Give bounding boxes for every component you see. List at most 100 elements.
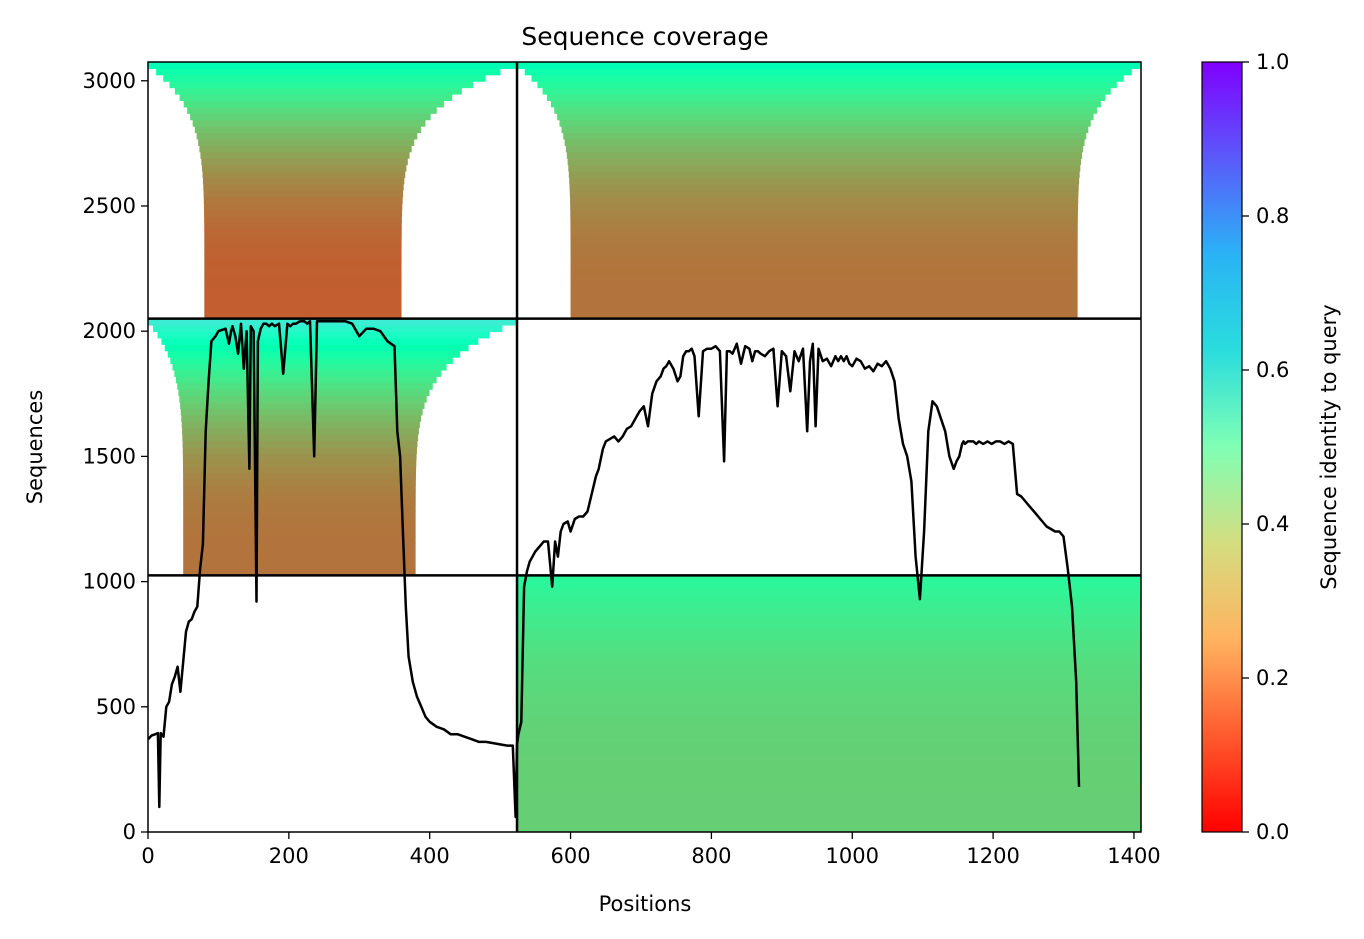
coverage-strip xyxy=(564,139,1085,146)
coverage-strip xyxy=(204,241,402,249)
coverage-strip xyxy=(204,248,402,255)
coverage-block xyxy=(517,62,1141,320)
colorbar-tick-label: 1.0 xyxy=(1256,50,1289,74)
coverage-strip xyxy=(175,376,437,384)
coverage-strip xyxy=(177,382,433,390)
coverage-strip xyxy=(181,421,420,429)
coverage-strip xyxy=(517,601,1141,608)
coverage-strip xyxy=(167,350,461,358)
coverage-strip xyxy=(204,312,402,320)
coverage-strip xyxy=(204,273,402,281)
coverage-strip xyxy=(182,447,417,454)
coverage-strip xyxy=(517,761,1141,769)
coverage-strip xyxy=(179,395,427,403)
x-tick-label: 1400 xyxy=(1107,844,1160,868)
coverage-strip xyxy=(182,434,419,442)
coverage-strip xyxy=(174,87,462,95)
coverage-strip xyxy=(517,697,1141,705)
coverage-strip xyxy=(517,62,1141,69)
coverage-strip xyxy=(178,389,430,397)
coverage-strip xyxy=(201,164,407,172)
coverage-block xyxy=(148,62,518,320)
x-tick-label: 800 xyxy=(691,844,731,868)
coverage-strip xyxy=(163,74,486,82)
coverage-strip xyxy=(183,511,416,519)
coverage-strip xyxy=(517,690,1141,698)
y-tick-label: 2500 xyxy=(83,194,136,218)
coverage-strip xyxy=(570,299,1078,307)
coverage-strip xyxy=(204,305,402,313)
coverage-strip xyxy=(517,787,1141,794)
coverage-strip xyxy=(570,267,1078,275)
coverage-strip xyxy=(517,652,1141,660)
coverage-strip xyxy=(180,408,423,416)
coverage-strip xyxy=(568,164,1081,172)
coverage-strip xyxy=(517,748,1141,756)
x-axis-ticks: 0 200 400 600 800 1000 1200 1400 xyxy=(141,832,1161,868)
coverage-strip xyxy=(517,620,1141,628)
x-tick-label: 400 xyxy=(410,844,450,868)
coverage-strip xyxy=(204,209,403,217)
coverage-strip xyxy=(183,549,416,557)
coverage-strip xyxy=(183,556,416,563)
coverage-strip xyxy=(569,190,1079,198)
coverage-strip xyxy=(196,132,418,140)
coverage-strip xyxy=(517,684,1141,692)
coverage-strip xyxy=(183,479,416,486)
coverage-strip xyxy=(183,536,416,544)
coverage-strip xyxy=(517,626,1141,634)
coverage-strip xyxy=(524,68,1132,76)
coverage-block xyxy=(517,575,1141,832)
coverage-strip xyxy=(517,665,1141,673)
coverage-strip xyxy=(194,126,422,134)
coverage-strip xyxy=(570,260,1078,268)
coverage-strip xyxy=(204,293,402,300)
coverage-strip xyxy=(517,812,1141,820)
colorbar-tick-label: 0.2 xyxy=(1256,666,1289,690)
y-tick-label: 2000 xyxy=(83,319,136,343)
coverage-strip xyxy=(517,755,1141,762)
coverage-strip xyxy=(559,119,1091,127)
coverage-strip xyxy=(570,216,1078,223)
colorbar-tick-label: 0.0 xyxy=(1256,820,1289,844)
coverage-strip xyxy=(517,613,1141,621)
coverage-strip xyxy=(570,222,1078,230)
coverage-strip xyxy=(517,806,1141,814)
coverage-strip xyxy=(187,106,437,114)
coverage-strip xyxy=(537,81,1117,89)
coverage-strip xyxy=(183,100,444,108)
coverage-strip xyxy=(203,203,403,211)
plot-frame xyxy=(147,61,1142,833)
coverage-strip xyxy=(202,177,405,185)
coverage-strip xyxy=(517,645,1141,653)
coverage-strip xyxy=(203,183,404,191)
coverage-strip xyxy=(183,530,416,538)
coverage-strip xyxy=(204,280,402,288)
coverage-strip xyxy=(183,472,416,480)
coverage-strip xyxy=(183,568,416,576)
coverage-strip xyxy=(570,235,1078,243)
coverage-line-group xyxy=(148,319,1081,819)
coverage-strip xyxy=(531,74,1124,82)
colorbar xyxy=(1201,61,1243,833)
coverage-strip xyxy=(156,68,501,76)
coverage-strip xyxy=(517,825,1141,832)
coverage-strip xyxy=(517,774,1141,782)
coverage-strip xyxy=(517,710,1141,717)
coverage-strip xyxy=(563,132,1087,140)
coverage-strip xyxy=(183,562,416,570)
y-tick-label: 1000 xyxy=(83,570,136,594)
chain-boundaries xyxy=(148,62,1141,832)
coverage-strip xyxy=(517,671,1141,679)
coverage-strip xyxy=(569,177,1080,185)
coverage-strip xyxy=(570,273,1078,281)
x-tick-label: 1000 xyxy=(826,844,879,868)
coverage-strip xyxy=(174,370,442,377)
coverage-strip xyxy=(517,575,1141,583)
coverage-strip xyxy=(569,183,1079,191)
coverage-strip xyxy=(204,299,402,307)
coverage-strip xyxy=(183,485,416,493)
coverage-strip xyxy=(182,427,419,435)
coverage-strip xyxy=(557,113,1094,121)
